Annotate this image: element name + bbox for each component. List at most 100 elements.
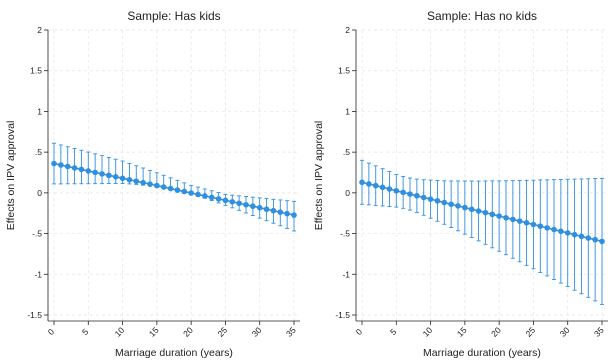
data-point <box>448 201 454 208</box>
data-point <box>393 187 400 194</box>
data-point <box>64 163 71 170</box>
data-point <box>468 206 475 213</box>
data-point <box>58 162 64 168</box>
data-point <box>215 196 222 202</box>
data-point <box>51 160 57 167</box>
x-tick-label: 30 <box>250 325 264 339</box>
x-tick-label: 25 <box>215 325 229 339</box>
data-point <box>571 231 578 238</box>
data-point <box>243 201 249 208</box>
chart-title: Sample: Has no kids <box>427 9 537 23</box>
data-point <box>558 228 564 235</box>
x-tick-label: 10 <box>421 325 435 339</box>
y-tick-label: 1 <box>345 106 350 116</box>
data-point <box>510 216 516 223</box>
data-point <box>147 181 153 187</box>
y-tick-label: -1 <box>34 269 42 279</box>
data-point <box>400 189 406 196</box>
chart-panel-1: Sample: Has kids -1.5 -1 -.5 0 .5 1 1.5 20 5 10 15 2… <box>5 9 300 359</box>
x-tick-label: 15 <box>455 325 469 339</box>
y-tick-label: .5 <box>343 147 350 157</box>
data-point <box>71 165 78 171</box>
y-axis-title: Effects on IPV approval <box>313 121 325 231</box>
data-point <box>112 174 119 180</box>
data-point <box>154 182 160 189</box>
y-tick-label: 0 <box>37 188 42 198</box>
data-point <box>379 184 386 191</box>
data-point <box>551 226 557 233</box>
data-point <box>434 198 441 204</box>
x-tick-label: 35 <box>592 325 606 339</box>
data-point <box>291 212 297 218</box>
data-point <box>174 187 181 193</box>
x-tick-label: 5 <box>388 326 399 337</box>
x-axis-title: Marriage duration (years) <box>423 347 541 359</box>
data-point <box>236 200 242 207</box>
data-point <box>256 204 263 211</box>
x-tick-label: 0 <box>354 326 365 337</box>
y-tick-label: 0 <box>345 188 350 198</box>
data-point <box>106 172 112 179</box>
y-tick-label: .5 <box>35 147 42 157</box>
data-point <box>420 194 427 201</box>
x-tick-label: 5 <box>80 326 91 337</box>
data-point <box>181 188 188 195</box>
data-point <box>78 166 85 173</box>
data-point <box>188 190 194 196</box>
x-tick-label: 10 <box>113 325 127 339</box>
data-point <box>372 182 379 189</box>
data-point <box>250 203 256 210</box>
data-point <box>270 207 277 214</box>
x-tick-label: 30 <box>558 325 572 339</box>
data-point <box>599 238 605 245</box>
data-point <box>427 196 434 202</box>
y-tick-label: -.5 <box>32 229 42 239</box>
data-point <box>482 209 489 216</box>
data-point <box>585 235 592 241</box>
chart-panel-2: Sample: Has no kids -1.5 -1 -.5 0 .5 1 1.5 20 5 10… <box>313 9 608 359</box>
data-point <box>126 176 133 183</box>
data-point <box>133 178 140 185</box>
y-tick-label: -1.5 <box>335 310 350 320</box>
y-tick-label: 1.5 <box>338 66 350 76</box>
data-point <box>202 193 208 199</box>
data-point <box>544 225 550 231</box>
data-point <box>407 191 413 197</box>
y-tick-label: -.5 <box>340 229 350 239</box>
data-point <box>414 192 420 199</box>
data-point <box>85 168 92 174</box>
y-tick-label: 1 <box>37 106 42 116</box>
data-point <box>99 171 105 177</box>
data-point <box>537 223 544 229</box>
data-point <box>530 221 537 228</box>
x-tick-label: 35 <box>284 325 298 339</box>
data-point <box>359 179 365 186</box>
data-point <box>119 175 126 182</box>
data-point <box>516 218 523 224</box>
x-tick-label: 15 <box>147 325 161 339</box>
data-point <box>578 233 585 240</box>
x-axis-title: Marriage duration (years) <box>115 347 233 359</box>
y-tick-label: -1.5 <box>27 310 42 320</box>
data-point <box>592 236 598 243</box>
data-point <box>496 213 502 219</box>
y-tick-label: 1.5 <box>30 66 42 76</box>
data-point <box>503 214 509 221</box>
data-point <box>277 209 284 215</box>
y-tick-label: -1 <box>342 269 350 279</box>
data-point <box>564 230 571 236</box>
y-axis-title: Effects on IPV approval <box>5 121 17 231</box>
data-point <box>475 208 482 214</box>
chart-title: Sample: Has kids <box>127 9 220 23</box>
data-point <box>441 199 448 206</box>
data-point <box>140 179 146 186</box>
x-tick-label: 0 <box>46 326 57 337</box>
data-point <box>195 191 201 198</box>
data-point <box>489 211 496 218</box>
x-tick-label: 20 <box>489 325 503 339</box>
data-point <box>222 197 229 204</box>
x-tick-label: 20 <box>181 325 195 339</box>
data-point <box>160 184 167 190</box>
data-point <box>462 204 468 211</box>
